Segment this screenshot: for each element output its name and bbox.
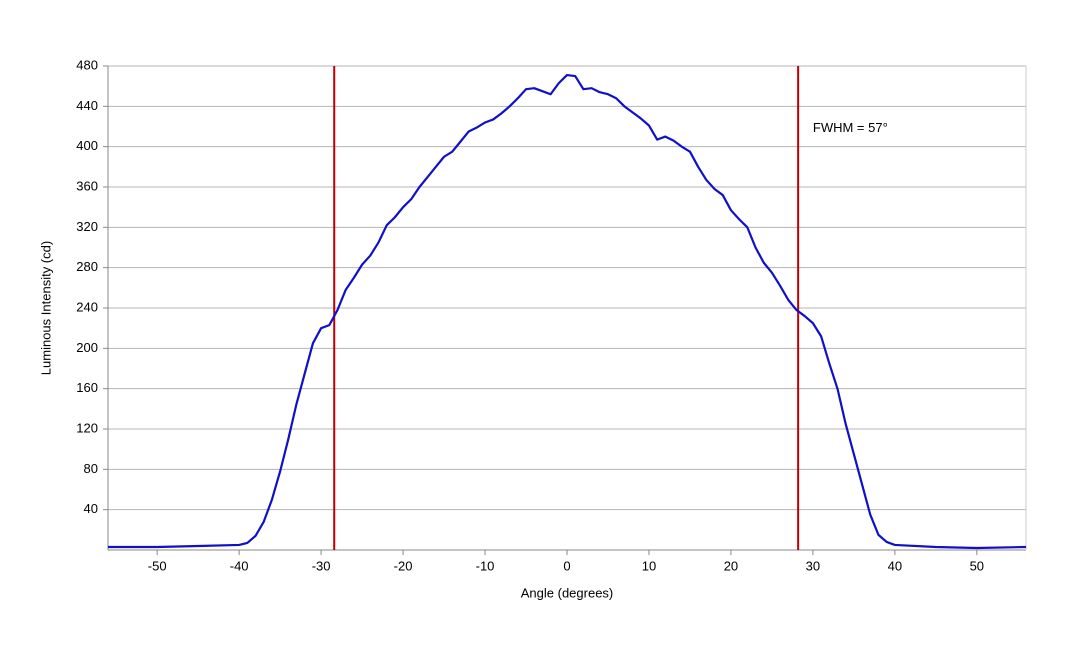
annotation: FWHM = 57°: [813, 120, 888, 135]
y-tick-label: 480: [76, 57, 98, 72]
x-axis-label: Angle (degrees): [521, 585, 614, 600]
y-tick-label: 240: [76, 299, 98, 314]
y-axis-label: Luminous Intensity (cd): [38, 241, 53, 375]
x-tick-label: 30: [806, 558, 820, 573]
x-tick-label: 0: [563, 558, 570, 573]
x-tick-label: 40: [888, 558, 902, 573]
x-tick-label: -50: [148, 558, 167, 573]
data-line: [108, 73, 1027, 550]
x-tick-label: 50: [970, 558, 984, 573]
x-tick-label: -40: [230, 558, 249, 573]
y-tick-label: 40: [84, 501, 98, 516]
x-tick-label: -10: [476, 558, 495, 573]
x-tick-label: -30: [312, 558, 331, 573]
y-tick-label: 160: [76, 380, 98, 395]
y-tick-label: 200: [76, 340, 98, 355]
y-tick-label: 280: [76, 259, 98, 274]
x-tick-label: -20: [394, 558, 413, 573]
y-tick-label: 80: [84, 461, 98, 476]
y-tick-label: 320: [76, 219, 98, 234]
y-tick-label: 120: [76, 420, 98, 435]
y-tick-label: 400: [76, 138, 98, 153]
x-tick-label: 20: [724, 558, 738, 573]
x-tick-label: 10: [642, 558, 656, 573]
y-tick-label: 440: [76, 98, 98, 113]
y-tick-label: 360: [76, 178, 98, 193]
